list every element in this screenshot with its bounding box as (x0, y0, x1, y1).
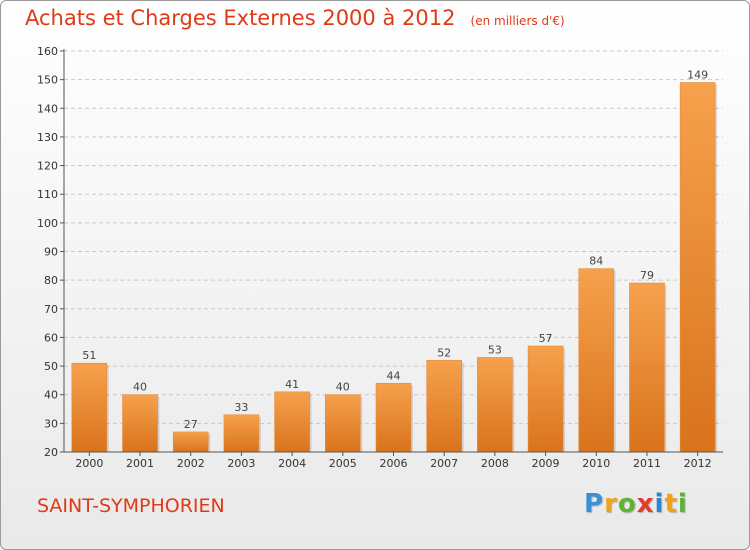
bar-2002 (172, 431, 209, 453)
y-tick-label: 140 (37, 102, 58, 115)
bars (71, 82, 718, 453)
bar-2004 (274, 391, 310, 453)
value-label: 51 (82, 349, 96, 362)
y-tick-label: 90 (44, 246, 58, 259)
x-tick-label: 2011 (633, 457, 661, 470)
x-tick-label: 2003 (227, 457, 255, 470)
logo-letter: P (584, 489, 605, 519)
bar-2012 (679, 82, 716, 453)
chart-title-unit: (en milliers d'€) (470, 14, 565, 28)
bar-2011 (629, 282, 665, 453)
y-tick-label: 20 (44, 446, 58, 459)
value-label: 27 (184, 418, 198, 431)
bar-2005 (325, 394, 361, 453)
value-labels: 51 40 27 33 41 40 44 52 53 57 84 79 149 (82, 69, 708, 431)
x-tick-label: 2001 (126, 457, 154, 470)
logo-letter: i (677, 489, 688, 519)
logo-letter: i (654, 489, 665, 519)
bar-2008 (477, 357, 513, 453)
y-tick-label: 80 (44, 274, 58, 287)
bar-2009 (527, 345, 564, 453)
y-tick-label: 130 (37, 131, 58, 144)
value-label: 41 (285, 378, 299, 391)
chart-title: Achats et Charges Externes 2000 à 2012 (… (25, 6, 565, 30)
value-label: 33 (234, 401, 248, 414)
x-tick-label: 2008 (481, 457, 509, 470)
y-tick-label: 60 (44, 331, 58, 344)
value-label: 149 (687, 69, 708, 82)
x-tick-label: 2009 (532, 457, 560, 470)
x-tick-label: 2004 (278, 457, 306, 470)
y-tick-label: 70 (44, 303, 58, 316)
x-tick-label: 2002 (177, 457, 205, 470)
y-tick-label: 120 (37, 160, 58, 173)
y-tick-label: 160 (37, 45, 58, 58)
y-tick-label: 150 (37, 74, 58, 87)
y-tick-label: 40 (44, 389, 58, 402)
bar-2010 (578, 268, 615, 453)
y-tick-label: 30 (44, 417, 58, 430)
value-label: 79 (640, 269, 654, 282)
value-label: 44 (387, 369, 401, 382)
y-tick-label: 110 (37, 188, 58, 201)
x-tick-label: 2006 (380, 457, 408, 470)
value-label: 40 (133, 381, 147, 394)
proxiti-logo: Proxiti (584, 489, 688, 519)
commune-name: SAINT-SYMPHORIEN (37, 495, 225, 517)
bar-2003 (223, 414, 260, 453)
bar-2007 (426, 360, 462, 453)
value-label: 40 (336, 381, 350, 394)
logo-letter: o (617, 489, 637, 519)
x-tick-label: 2010 (582, 457, 610, 470)
x-tick-label: 2005 (329, 457, 357, 470)
value-label: 84 (589, 255, 603, 268)
y-tick-label: 50 (44, 360, 58, 373)
logo-letter: r (604, 489, 618, 519)
bar-2006 (375, 382, 412, 453)
y-tick-label: 100 (37, 217, 58, 230)
chart-title-main: Achats et Charges Externes 2000 à 2012 (25, 6, 456, 30)
value-label: 53 (488, 343, 502, 356)
bar-2001 (122, 394, 158, 453)
bar-2000 (71, 362, 108, 453)
logo-letter: t (664, 489, 678, 519)
x-tick-label: 2012 (684, 457, 712, 470)
logo-letter: x (636, 489, 655, 519)
value-label: 52 (437, 346, 451, 359)
axes: 20 30 40 50 60 70 80 90 100 110 120 130 140 150 160 200… (37, 45, 723, 470)
x-tick-label: 2000 (75, 457, 103, 470)
x-tick-label: 2007 (430, 457, 458, 470)
value-label: 57 (539, 332, 553, 345)
